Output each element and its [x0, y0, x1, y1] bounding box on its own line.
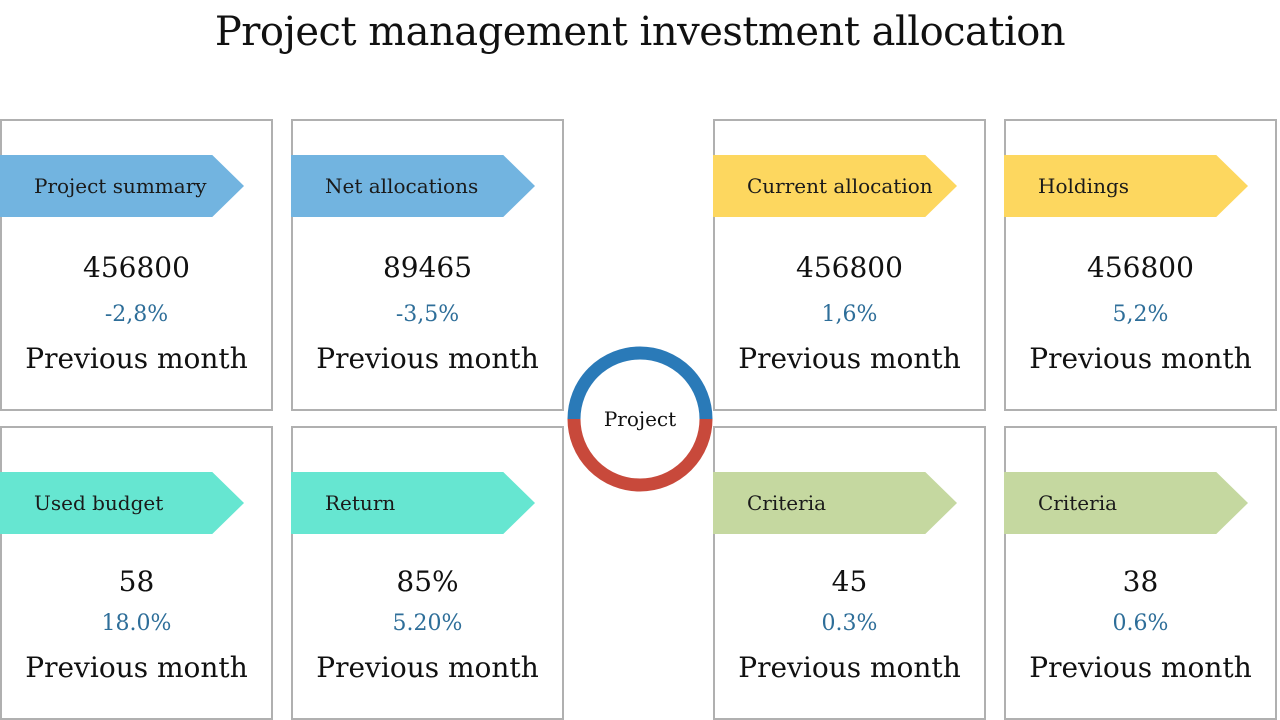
card-caption: Previous month [25, 651, 248, 684]
card-change: 0.3% [821, 611, 878, 636]
card-value: 456800 [796, 251, 903, 284]
page-title: Project management investment allocation [214, 9, 1066, 55]
card-tag: Criteria [1004, 472, 1248, 534]
card-caption: Previous month [1029, 342, 1252, 375]
project-ring [567, 346, 713, 492]
card-criteria-1: Criteria 45 0.3% Previous month [713, 426, 986, 720]
card-tag: Return [291, 472, 535, 534]
card-value: 456800 [83, 251, 190, 284]
card-current-allocation: Current allocation 456800 1,6% Previous … [713, 119, 986, 411]
card-change: -2,8% [104, 302, 169, 327]
card-tag: Project summary [0, 155, 244, 217]
card-change: 0.6% [1112, 611, 1169, 636]
card-value: 89465 [382, 251, 473, 284]
card-project-summary: Project summary 456800 -2,8% Previous mo… [0, 119, 273, 411]
card-value: 58 [118, 565, 155, 598]
card-caption: Previous month [738, 651, 961, 684]
ring-label: Project [603, 407, 677, 431]
card-tag: Used budget [0, 472, 244, 534]
card-change: -3,5% [395, 302, 460, 327]
card-return: Return 85% 5.20% Previous month [291, 426, 564, 720]
card-caption: Previous month [1029, 651, 1252, 684]
card-change: 5.20% [392, 611, 463, 636]
card-holdings: Holdings 456800 5,2% Previous month [1004, 119, 1277, 411]
card-caption: Previous month [25, 342, 248, 375]
card-change: 18.0% [101, 611, 172, 636]
card-criteria-2: Criteria 38 0.6% Previous month [1004, 426, 1277, 720]
card-value: 38 [1122, 565, 1159, 598]
card-tag: Criteria [713, 472, 957, 534]
card-value: 45 [831, 565, 868, 598]
card-net-allocations: Net allocations 89465 -3,5% Previous mon… [291, 119, 564, 411]
ring-bottom-arc [567, 418, 713, 492]
card-caption: Previous month [316, 651, 539, 684]
card-change: 1,6% [821, 302, 878, 327]
card-tag: Current allocation [713, 155, 957, 217]
card-change: 5,2% [1112, 302, 1169, 327]
ring-top-arc [567, 346, 713, 420]
card-tag: Holdings [1004, 155, 1248, 217]
card-caption: Previous month [316, 342, 539, 375]
card-value: 456800 [1087, 251, 1194, 284]
card-value: 85% [396, 565, 459, 598]
card-used-budget: Used budget 58 18.0% Previous month [0, 426, 273, 720]
card-caption: Previous month [738, 342, 961, 375]
card-tag: Net allocations [291, 155, 535, 217]
